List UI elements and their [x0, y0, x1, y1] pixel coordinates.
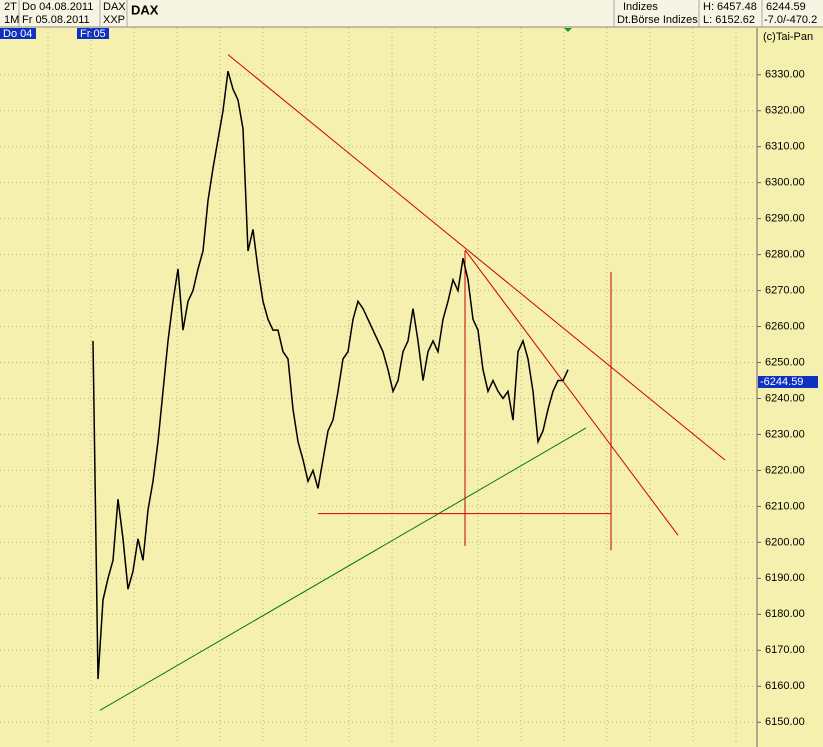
y-tick-label: 6290.00 [765, 213, 805, 225]
y-tick-label: 6180.00 [765, 608, 805, 620]
day-label-bg [0, 28, 36, 39]
y-tick-label: 6320.00 [765, 105, 805, 117]
title: DAX [131, 2, 159, 17]
period: 1M [4, 14, 19, 26]
symbol: DAX [103, 1, 126, 13]
period: 2T [4, 1, 17, 13]
y-tick-label: 6220.00 [765, 464, 805, 476]
price-line [92, 70, 569, 680]
y-tick-label: 6300.00 [765, 177, 805, 189]
trend-line [99, 427, 587, 711]
y-tick-label: 6170.00 [765, 644, 805, 656]
day-label: Fr 05 [80, 28, 106, 40]
y-tick-label: 6280.00 [765, 249, 805, 261]
vertical-grid [47, 28, 737, 742]
y-tick-label: 6250.00 [765, 356, 805, 368]
y-tick-label: 6330.00 [765, 69, 805, 81]
marker [564, 28, 572, 32]
low: L: 6152.62 [703, 14, 755, 26]
date: Do 04.08.2011 [22, 1, 93, 13]
last-price-bg [758, 375, 818, 388]
y-tick-label: 6240.00 [765, 392, 805, 404]
trend-line [464, 249, 679, 536]
last-price-label: -6244.59 [760, 376, 803, 388]
y-tick-label: 6230.00 [765, 428, 805, 440]
y-tick-label: 6200.00 [765, 536, 805, 548]
group: Indizes [623, 1, 658, 13]
exchange: Dt.Börse Indizes [617, 14, 698, 26]
symbol: XXP [103, 14, 125, 26]
trend-line [227, 54, 726, 461]
day-label-bg [77, 28, 109, 39]
y-tick-label: 6160.00 [765, 680, 805, 692]
change: -7.0/-470.2 [764, 14, 817, 26]
y-tick-label: 6190.00 [765, 572, 805, 584]
y-tick-label: 6260.00 [765, 320, 805, 332]
y-tick-label: 6150.00 [765, 716, 805, 728]
y-tick-label: 6210.00 [765, 500, 805, 512]
header-bar [0, 0, 823, 27]
last: 6244.59 [766, 1, 806, 13]
y-tick-label: 6270.00 [765, 284, 805, 296]
date: Fr 05.08.2011 [22, 14, 90, 26]
y-tick-label: 6310.00 [765, 141, 805, 153]
copyright: (c)Tai-Pan [763, 31, 813, 43]
high: H: 6457.48 [703, 1, 757, 13]
day-label: Do 04 [3, 28, 32, 40]
